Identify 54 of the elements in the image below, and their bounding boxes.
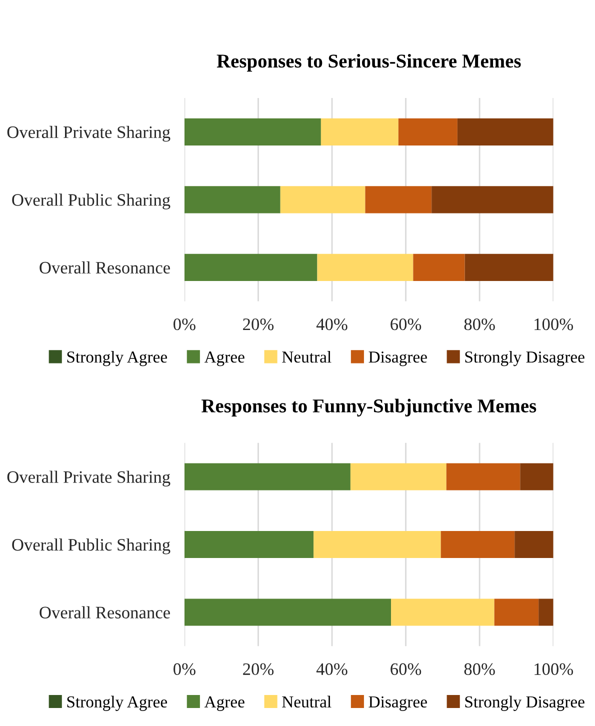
legend-label: Strongly Disagree <box>465 696 584 711</box>
bar <box>184 254 318 281</box>
y-tick-label: Overall Private Sharing <box>7 126 170 142</box>
legend-label: Neutral <box>282 350 332 363</box>
bar <box>280 186 366 214</box>
x-tick-label: 80% <box>464 663 495 676</box>
bar <box>464 254 554 281</box>
x-tick-label: 0% <box>174 663 196 676</box>
bar <box>432 186 554 214</box>
x-tick-label: 20% <box>243 318 274 330</box>
bar <box>514 530 554 558</box>
bar <box>391 598 494 626</box>
legend-label: Neutral <box>282 696 332 708</box>
y-tick-label: Overall Private Sharing <box>7 470 170 487</box>
legend-label: Strongly Disagree <box>465 350 584 366</box>
bar <box>440 530 515 558</box>
bar <box>184 463 350 490</box>
y-tick-label: Overall Resonance <box>40 261 170 274</box>
y-tick-label: Overall Public Sharing <box>12 194 170 210</box>
x-tick-label: 100% <box>534 318 574 330</box>
bar <box>494 598 539 626</box>
chart-title: Responses to Funny-Subjunctive Memes <box>202 398 536 416</box>
legend-label: Agree <box>204 696 244 711</box>
bar <box>317 254 414 281</box>
bar <box>184 598 392 626</box>
legend-label: Disagree <box>368 696 427 711</box>
x-tick-label: 60% <box>390 663 422 676</box>
bar <box>320 118 398 146</box>
x-tick-label: 0% <box>174 318 196 330</box>
x-tick-label: 20% <box>243 663 274 676</box>
x-tick-label: 60% <box>390 318 422 330</box>
chart-title: Responses to Serious-Sincere Memes <box>216 54 521 72</box>
bar <box>538 598 554 626</box>
x-tick-label: 80% <box>464 318 495 330</box>
bar <box>520 463 554 490</box>
bar <box>398 118 458 146</box>
x-tick-label: 40% <box>316 663 348 676</box>
bar <box>446 463 520 490</box>
y-tick-label: Overall Public Sharing <box>12 538 170 554</box>
legend-label: Strongly Agree <box>67 696 167 711</box>
bar <box>365 186 432 214</box>
legend-label: Agree <box>204 352 244 366</box>
y-tick-label: Overall Resonance <box>40 606 170 618</box>
bar <box>413 254 465 281</box>
bar <box>184 118 321 146</box>
x-tick-label: 100% <box>534 663 574 676</box>
legend-label: Disagree <box>368 351 427 366</box>
bar <box>184 186 280 214</box>
bar <box>184 530 314 558</box>
bar <box>314 530 441 558</box>
legend-label: Strongly Agree <box>67 350 167 366</box>
bar <box>457 118 554 146</box>
x-tick-label: 40% <box>316 318 348 330</box>
bar <box>350 463 446 490</box>
